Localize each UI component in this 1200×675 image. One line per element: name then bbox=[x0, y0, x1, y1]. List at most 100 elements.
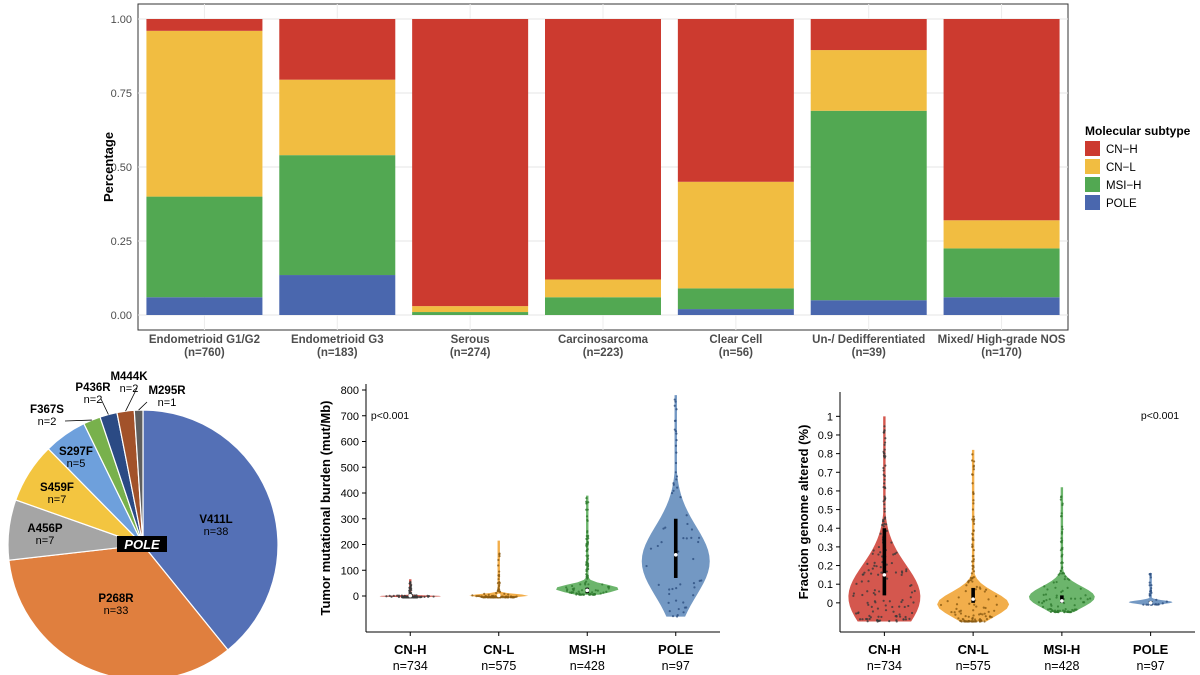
violin-point bbox=[901, 599, 904, 602]
violin-point bbox=[390, 595, 393, 598]
violin-point bbox=[972, 558, 975, 561]
violin-point bbox=[971, 482, 974, 485]
violin-point bbox=[877, 615, 880, 618]
violin-iqr-box bbox=[882, 528, 887, 596]
violin-point bbox=[972, 538, 975, 542]
violin-point bbox=[501, 596, 504, 599]
violin-point bbox=[409, 581, 412, 585]
violin-point bbox=[1042, 593, 1045, 596]
violin-point bbox=[1148, 594, 1152, 597]
violin-point bbox=[971, 560, 974, 563]
violin-point bbox=[972, 576, 976, 579]
violin-point bbox=[504, 596, 507, 599]
violin-point bbox=[985, 618, 989, 621]
violin-point bbox=[877, 590, 881, 593]
violin-point bbox=[1153, 603, 1157, 606]
violin-point bbox=[1060, 530, 1064, 534]
violin-point bbox=[970, 572, 973, 575]
violin-point bbox=[1061, 566, 1064, 569]
y-tick-label: 0.25 bbox=[111, 236, 132, 248]
violin-point bbox=[1155, 598, 1158, 601]
violin-point bbox=[885, 529, 888, 532]
violin-point bbox=[495, 591, 498, 595]
violin-point bbox=[873, 561, 876, 564]
violin-point bbox=[971, 580, 974, 583]
violin-point bbox=[882, 469, 885, 472]
violin-point bbox=[904, 615, 907, 619]
y-tick-label: 700 bbox=[341, 411, 359, 423]
violin-point bbox=[871, 552, 874, 555]
violin-point bbox=[972, 554, 975, 558]
violin-point bbox=[895, 551, 898, 554]
violin-point bbox=[572, 591, 575, 594]
violin-point bbox=[401, 595, 404, 598]
violin-point bbox=[1060, 537, 1063, 540]
violin-point bbox=[1060, 512, 1063, 515]
violin-point bbox=[668, 610, 671, 613]
violin-point bbox=[946, 600, 949, 603]
violin-body bbox=[469, 540, 529, 598]
pie-leader-line bbox=[100, 398, 109, 415]
bar-segment bbox=[146, 30, 263, 197]
pie-slice bbox=[133, 409, 144, 546]
violin-point bbox=[955, 603, 959, 606]
violin-point bbox=[881, 523, 884, 526]
violin-point bbox=[1061, 528, 1064, 531]
violin-point bbox=[1048, 598, 1051, 601]
violin-point bbox=[879, 551, 882, 554]
violin-point bbox=[565, 589, 569, 592]
violin-point bbox=[679, 496, 682, 499]
violin-median bbox=[496, 593, 501, 598]
violin-point bbox=[675, 408, 678, 411]
violin-point bbox=[590, 591, 594, 594]
violin-point bbox=[1043, 600, 1046, 603]
violin-point bbox=[975, 585, 978, 588]
x-tick-count: n=428 bbox=[570, 659, 605, 673]
violin-point bbox=[674, 419, 677, 422]
violin-point bbox=[416, 596, 419, 599]
violin-point bbox=[877, 573, 880, 576]
violin-point bbox=[993, 609, 996, 612]
x-tick-label: CN-H bbox=[394, 642, 427, 657]
violin-point bbox=[572, 588, 575, 591]
violin-point bbox=[883, 510, 886, 513]
legend-label: POLE bbox=[1106, 198, 1137, 210]
violin-point bbox=[586, 565, 590, 568]
violin-point bbox=[954, 613, 957, 616]
violin-point bbox=[882, 599, 885, 602]
violin-point bbox=[913, 589, 916, 593]
violin-point bbox=[396, 594, 399, 597]
violin-point bbox=[585, 501, 588, 505]
violin-point bbox=[608, 585, 611, 588]
violin-point bbox=[1056, 605, 1060, 608]
violin-point bbox=[982, 606, 985, 609]
violin-point bbox=[690, 528, 694, 531]
x-tick-count: (n=170) bbox=[981, 347, 1022, 359]
y-tick-label: 0.9 bbox=[818, 430, 833, 442]
bar-segment bbox=[677, 288, 794, 310]
violin-point bbox=[578, 592, 581, 595]
violin-point bbox=[912, 601, 915, 604]
violin-point bbox=[1075, 608, 1078, 611]
x-tick-label: Mixed/ High-grade NOS bbox=[938, 334, 1066, 346]
violin-point bbox=[685, 606, 688, 609]
violin-point bbox=[953, 611, 956, 614]
violin-point bbox=[586, 508, 589, 511]
violin-point bbox=[594, 589, 597, 592]
violin-point bbox=[675, 478, 678, 481]
violin-point bbox=[964, 614, 967, 618]
violin-point bbox=[676, 486, 679, 489]
violin-point bbox=[856, 612, 860, 615]
pie-slice-label: V411L bbox=[199, 514, 232, 526]
violin-point bbox=[692, 557, 695, 561]
x-tick-label: MSI-H bbox=[569, 642, 606, 657]
violin-point bbox=[863, 571, 866, 574]
x-tick-count: (n=56) bbox=[719, 347, 753, 359]
violin-point bbox=[1044, 593, 1048, 596]
violin-median bbox=[882, 573, 887, 577]
x-tick-count: n=97 bbox=[1137, 659, 1165, 673]
violin-point bbox=[1045, 598, 1048, 602]
violin-point bbox=[1071, 608, 1074, 612]
violin-point bbox=[883, 429, 886, 432]
